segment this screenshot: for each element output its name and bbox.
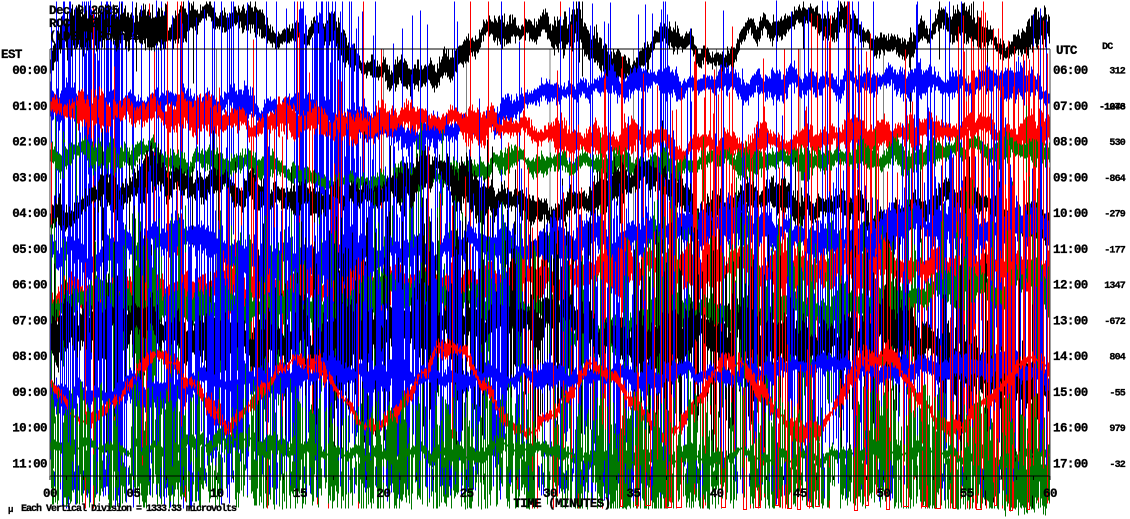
- svg-text:-672: -672: [1104, 317, 1126, 328]
- svg-text:60: 60: [1043, 487, 1057, 501]
- svg-text:-177: -177: [1104, 245, 1126, 256]
- svg-text:-1078: -1078: [1099, 102, 1126, 113]
- svg-text:25: 25: [460, 487, 474, 501]
- svg-text:TIME (MINUTES): TIME (MINUTES): [513, 497, 610, 511]
- svg-text:10: 10: [210, 487, 224, 501]
- svg-text:979: 979: [1109, 424, 1125, 435]
- svg-text:DC: DC: [1102, 42, 1113, 53]
- svg-text:(LDEO, Rochester): (LDEO, Rochester): [49, 30, 167, 44]
- svg-text:312: 312: [1109, 67, 1125, 78]
- svg-text:35: 35: [626, 487, 640, 501]
- svg-text:13:00: 13:00: [1053, 314, 1088, 328]
- svg-text:Dec 9 2025: Dec 9 2025: [49, 4, 119, 18]
- svg-text:09:00: 09:00: [12, 386, 47, 400]
- svg-text:08:00: 08:00: [12, 350, 47, 364]
- svg-text:-864: -864: [1104, 174, 1126, 185]
- svg-text:50: 50: [876, 487, 890, 501]
- svg-text:07:00: 07:00: [12, 314, 47, 328]
- svg-text:00:00: 00:00: [12, 64, 47, 78]
- svg-text:16:00: 16:00: [1053, 422, 1088, 436]
- svg-text:06:00: 06:00: [1053, 64, 1088, 78]
- svg-text:05:00: 05:00: [12, 243, 47, 257]
- svg-text:14:00: 14:00: [1053, 350, 1088, 364]
- svg-text:01:00: 01:00: [12, 100, 47, 114]
- svg-text:11:00: 11:00: [1053, 243, 1088, 257]
- svg-text:μ: μ: [8, 505, 13, 515]
- svg-text:-55: -55: [1109, 388, 1125, 399]
- svg-text:11:00: 11:00: [12, 457, 47, 471]
- svg-text:UTC: UTC: [1056, 44, 1078, 58]
- svg-text:-1246: -1246: [1099, 102, 1126, 113]
- svg-text:00: 00: [43, 487, 57, 501]
- svg-text:17:00: 17:00: [1053, 457, 1088, 471]
- svg-text:15: 15: [293, 487, 307, 501]
- svg-text:02:00: 02:00: [12, 136, 47, 150]
- svg-text:10:00: 10:00: [1053, 207, 1088, 221]
- svg-text:ROC HHZ LD: ROC HHZ LD: [49, 17, 120, 31]
- svg-text:45: 45: [793, 487, 807, 501]
- svg-text:06:00: 06:00: [12, 279, 47, 293]
- svg-text:1347: 1347: [1104, 281, 1126, 292]
- svg-text:40: 40: [710, 487, 724, 501]
- svg-text:EST: EST: [1, 48, 23, 62]
- svg-text:08:00: 08:00: [1053, 136, 1088, 150]
- svg-text:804: 804: [1109, 353, 1125, 364]
- svg-text:04:00: 04:00: [12, 207, 47, 221]
- svg-text:30: 30: [543, 487, 557, 501]
- svg-text:-279: -279: [1104, 210, 1126, 221]
- svg-text:530: 530: [1109, 138, 1125, 149]
- svg-text:20: 20: [376, 487, 390, 501]
- svg-text:12:00: 12:00: [1053, 279, 1088, 293]
- svg-text:05: 05: [126, 487, 140, 501]
- svg-text:10:00: 10:00: [12, 422, 47, 436]
- svg-text:15:00: 15:00: [1053, 386, 1088, 400]
- svg-text:03:00: 03:00: [12, 171, 47, 185]
- svg-text:07:00: 07:00: [1053, 100, 1088, 114]
- svg-text:-32: -32: [1109, 460, 1125, 471]
- svg-text:09:00: 09:00: [1053, 171, 1088, 185]
- svg-text:55: 55: [960, 487, 974, 501]
- svg-text:Each Vertical Division = 1333.: Each Vertical Division = 1333.33 microvo…: [21, 503, 237, 515]
